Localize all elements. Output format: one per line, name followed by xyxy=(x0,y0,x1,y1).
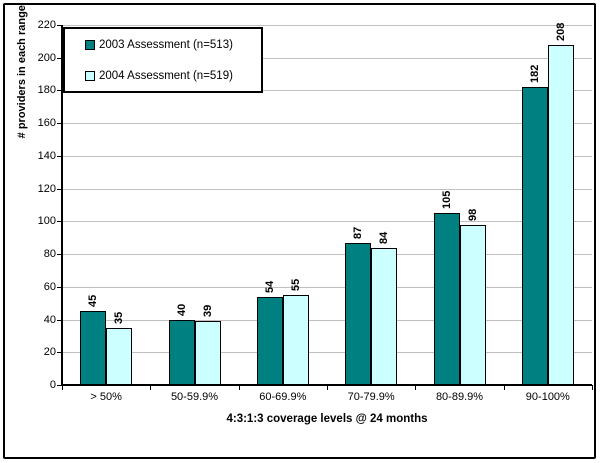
legend-swatch-2003-icon xyxy=(85,39,95,50)
y-axis-tick-label: 160 xyxy=(37,117,56,130)
x-axis-tick-mark xyxy=(150,385,152,390)
bar-value-label: 54 xyxy=(263,280,276,293)
x-axis-title: 4:3:1:3 coverage levels @ 24 months xyxy=(226,413,428,425)
bar-2003-50599 xyxy=(168,320,195,385)
y-axis-tick-mark xyxy=(57,352,62,354)
legend-item-2003: 2003 Assessment (n=513) xyxy=(85,39,261,51)
x-axis-tick-label: 70-79.9% xyxy=(347,391,395,403)
bar-value-label: 105 xyxy=(440,190,453,209)
gridline xyxy=(62,123,592,125)
gridline xyxy=(62,221,592,223)
gridline xyxy=(62,25,592,26)
x-axis-tick-mark xyxy=(327,385,328,390)
y-axis-tick-mark xyxy=(57,319,62,321)
gridline xyxy=(62,188,592,190)
y-axis-tick-mark xyxy=(57,25,62,26)
bar-value-label: 84 xyxy=(378,231,391,244)
y-axis-tick-mark xyxy=(57,188,62,190)
x-axis-tick-labels: > 50% 50-59.9% 60-69.9% 70-79.9% 80-89.9% 90-… xyxy=(62,391,592,405)
y-axis-tick-mark xyxy=(57,57,62,59)
x-axis-tick-label: 50-59.9% xyxy=(170,391,219,403)
gridline xyxy=(62,254,592,256)
gridline xyxy=(62,286,592,288)
plot-area: 45 35 40 39 54 55 87 84 105 98 182 208 xyxy=(62,22,592,385)
legend-label-2003: 2003 Assessment (n=513) xyxy=(99,38,233,51)
bar-value-label: 87 xyxy=(352,226,365,239)
bar-value-label: 39 xyxy=(201,304,214,317)
y-axis-tick-mark xyxy=(57,90,62,92)
gridline xyxy=(62,90,592,92)
bar-2003-90100 xyxy=(521,87,548,385)
y-axis-tick-mark xyxy=(57,385,62,386)
y-axis-tick-label: 20 xyxy=(43,346,56,359)
bar-value-label: 208 xyxy=(554,22,567,41)
bar-2004-80899 xyxy=(459,225,486,385)
x-axis-tick-mark xyxy=(503,385,505,390)
bar-2004-50599 xyxy=(194,321,221,385)
x-axis-tick-label: 90-100% xyxy=(525,391,570,403)
y-axis-tick-label: 140 xyxy=(37,149,56,162)
bar-value-label: 55 xyxy=(289,278,302,291)
y-axis-tick-label: 120 xyxy=(37,182,56,195)
bar-value-label: 98 xyxy=(466,208,479,221)
bar-2004-50 xyxy=(106,328,133,385)
legend-label-2004: 2004 Assessment (n=519) xyxy=(99,69,233,82)
x-axis-tick-mark xyxy=(238,385,240,390)
y-axis-line xyxy=(61,25,63,385)
y-axis-tick-label: 0 xyxy=(49,379,56,391)
legend: 2003 Assessment (n=513) 2004 Assessment … xyxy=(63,27,263,93)
x-axis-tick-mark xyxy=(592,385,593,390)
x-axis-line xyxy=(61,384,592,386)
y-axis-tick-label: 220 xyxy=(37,19,56,31)
y-axis-tick-label: 80 xyxy=(43,248,56,261)
bar-value-label: 35 xyxy=(113,311,126,324)
y-axis-tick-label: 60 xyxy=(43,280,56,293)
gridline xyxy=(62,155,592,157)
legend-swatch-2004-icon xyxy=(85,70,95,81)
x-axis-tick-label: 60-69.9% xyxy=(259,391,307,403)
y-axis-tick-mark xyxy=(57,221,62,223)
bar-value-label: 40 xyxy=(175,303,188,316)
gridline xyxy=(62,352,592,354)
bar-2004-70799 xyxy=(371,248,398,385)
y-axis-tick-label: 200 xyxy=(37,51,56,64)
x-axis-tick-mark xyxy=(415,385,417,390)
bar-value-label: 182 xyxy=(528,64,541,83)
gridline xyxy=(62,57,592,59)
bar-2003-60699 xyxy=(256,297,283,385)
y-axis-tick-mark xyxy=(57,286,62,288)
bar-2003-70799 xyxy=(345,243,372,385)
y-axis-tick-mark xyxy=(57,254,62,256)
bar-2003-80899 xyxy=(433,213,460,385)
x-axis-tick-label: > 50% xyxy=(90,391,122,403)
x-axis-tick-mark xyxy=(62,385,63,390)
y-axis-tick-label: 180 xyxy=(37,84,56,97)
bar-2003-50 xyxy=(80,311,107,385)
bar-2004-60699 xyxy=(282,295,309,385)
y-axis-tick-label: 100 xyxy=(37,215,56,228)
y-axis-tick-mark xyxy=(57,155,62,157)
legend-item-2004: 2004 Assessment (n=519) xyxy=(85,70,261,82)
gridline xyxy=(62,319,592,321)
y-axis-tick-label: 40 xyxy=(43,313,56,326)
y-axis-tick-mark xyxy=(57,123,62,125)
bar-2004-90100 xyxy=(547,45,574,385)
bar-value-label: 45 xyxy=(87,294,100,307)
x-axis-tick-label: 80-89.9% xyxy=(435,391,484,403)
